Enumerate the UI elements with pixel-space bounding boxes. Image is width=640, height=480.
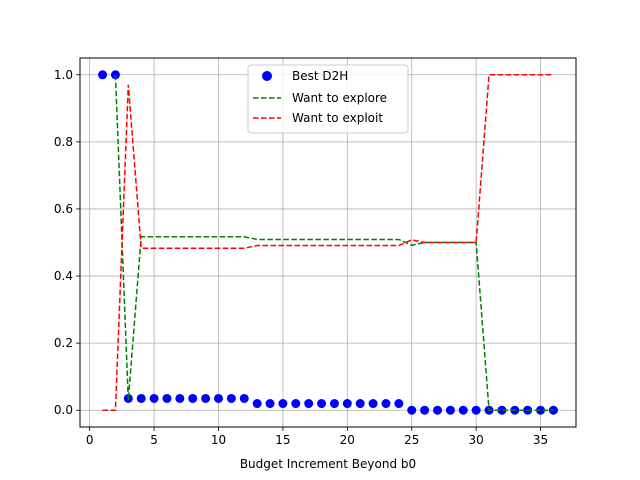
x-axis: 0 5 10 15 20 25 30 35	[86, 427, 548, 447]
x-tick-label: 30	[469, 433, 484, 447]
x-axis-label: Budget Increment Beyond b0	[240, 457, 416, 471]
point-best-d2h	[278, 399, 288, 409]
y-tick-label: 0.0	[54, 403, 73, 417]
series-layer	[98, 70, 558, 415]
y-tick-label: 1.0	[54, 68, 73, 82]
point-best-d2h	[201, 393, 211, 403]
legend-label-want-to-exploit: Want to exploit	[292, 111, 383, 125]
point-best-d2h	[188, 393, 198, 403]
point-best-d2h	[149, 393, 159, 403]
point-best-d2h	[213, 393, 223, 403]
point-best-d2h	[420, 405, 430, 415]
point-best-d2h	[136, 393, 146, 403]
point-best-d2h	[98, 70, 108, 80]
legend-label-best-d2h: Best D2H	[292, 69, 348, 83]
point-best-d2h	[342, 399, 352, 409]
point-best-d2h	[317, 399, 327, 409]
point-best-d2h	[381, 399, 391, 409]
point-best-d2h	[239, 393, 249, 403]
line-want-to-exploit	[102, 74, 554, 411]
plot-frame	[79, 57, 577, 428]
point-best-d2h	[394, 399, 404, 409]
point-best-d2h	[265, 399, 275, 409]
point-best-d2h	[458, 405, 468, 415]
point-best-d2h	[471, 405, 481, 415]
y-tick-label: 0.6	[54, 202, 73, 216]
y-tick-label: 0.2	[54, 336, 73, 350]
point-best-d2h	[175, 393, 185, 403]
point-best-d2h	[291, 399, 301, 409]
x-tick-label: 35	[533, 433, 548, 447]
x-tick-label: 25	[404, 433, 419, 447]
line-want-to-explore	[114, 74, 554, 411]
x-tick-label: 5	[150, 433, 158, 447]
point-best-d2h	[355, 399, 365, 409]
y-tick-label: 0.8	[54, 135, 73, 149]
y-axis: 0.0 0.2 0.4 0.6 0.8 1.0	[54, 68, 80, 417]
point-best-d2h	[329, 399, 339, 409]
legend-label-want-to-explore: Want to explore	[292, 91, 387, 105]
point-best-d2h	[226, 393, 236, 403]
x-tick-label: 15	[275, 433, 290, 447]
x-tick-label: 0	[86, 433, 94, 447]
legend: Best D2H Want to explore Want to exploit	[247, 64, 409, 134]
x-tick-label: 10	[211, 433, 226, 447]
point-best-d2h	[433, 405, 443, 415]
x-tick-label: 20	[340, 433, 355, 447]
point-best-d2h	[368, 399, 378, 409]
point-best-d2h	[252, 399, 262, 409]
point-best-d2h	[536, 405, 546, 415]
point-best-d2h	[162, 393, 172, 403]
point-best-d2h	[445, 405, 455, 415]
legend-box	[247, 64, 409, 134]
point-best-d2h	[304, 399, 314, 409]
legend-marker-best-d2h	[262, 71, 272, 81]
point-best-d2h	[497, 405, 507, 415]
point-best-d2h	[407, 405, 417, 415]
y-tick-label: 0.4	[54, 269, 73, 283]
